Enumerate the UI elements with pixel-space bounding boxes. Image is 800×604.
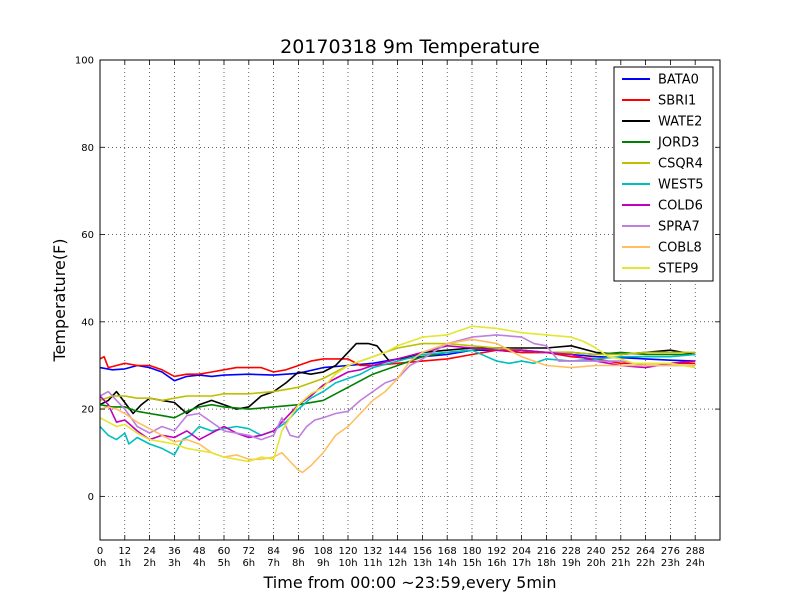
x-tick-hour-label: 24h <box>686 558 705 569</box>
legend-label-cold6: COLD6 <box>658 199 703 214</box>
x-tick-label: 132 <box>363 546 382 557</box>
x-tick-label: 36 <box>168 546 181 557</box>
y-tick-label: 40 <box>81 317 94 328</box>
x-tick-label: 204 <box>512 546 531 557</box>
y-tick-label: 80 <box>81 143 94 154</box>
x-tick-label: 0 <box>97 546 103 557</box>
x-tick-hour-label: 17h <box>512 558 531 569</box>
legend-label-cobl8: COBL8 <box>658 241 702 256</box>
x-tick-label: 144 <box>388 546 407 557</box>
x-tick-hour-label: 9h <box>317 558 330 569</box>
x-tick-hour-label: 19h <box>562 558 581 569</box>
x-tick-hour-label: 13h <box>413 558 432 569</box>
legend: BATA0 SBRI1 WATE2 JORD3 CSQR4 WEST5 COLD6 SPRA7… <box>613 66 714 282</box>
x-tick-hour-label: 14h <box>438 558 457 569</box>
x-tick-label: 108 <box>314 546 333 557</box>
axis-ticks: 00h121h242h363h484h605h726h847h968h1089h… <box>75 56 720 569</box>
legend-label-wate2: WATE2 <box>658 115 702 130</box>
legend-label-west5: WEST5 <box>658 178 704 193</box>
x-tick-hour-label: 22h <box>636 558 655 569</box>
x-tick-label: 264 <box>636 546 655 557</box>
x-tick-label: 48 <box>193 546 206 557</box>
legend-label-step9: STEP9 <box>658 262 699 277</box>
y-tick-label: 60 <box>81 230 94 241</box>
x-tick-hour-label: 2h <box>143 558 156 569</box>
x-tick-hour-label: 0h <box>94 558 107 569</box>
x-tick-hour-label: 18h <box>537 558 556 569</box>
legend-label-spra7: SPRA7 <box>658 220 700 235</box>
x-tick-hour-label: 20h <box>586 558 605 569</box>
x-tick-label: 84 <box>267 546 280 557</box>
x-tick-hour-label: 21h <box>611 558 630 569</box>
x-tick-label: 180 <box>462 546 481 557</box>
x-tick-hour-label: 1h <box>118 558 131 569</box>
x-tick-label: 120 <box>338 546 357 557</box>
x-tick-hour-label: 16h <box>487 558 506 569</box>
y-tick-label: 20 <box>81 405 94 416</box>
grid-lines <box>100 60 720 540</box>
series-line-spra7 <box>99 334 696 441</box>
x-tick-hour-label: 6h <box>242 558 255 569</box>
series-line-csqr4 <box>99 342 696 402</box>
x-tick-hour-label: 8h <box>292 558 305 569</box>
x-tick-hour-label: 4h <box>193 558 206 569</box>
x-tick-label: 96 <box>292 546 305 557</box>
chart-title: 20170318 9m Temperature <box>280 36 540 58</box>
x-tick-label: 192 <box>487 546 506 557</box>
x-tick-label: 12 <box>118 546 131 557</box>
legend-label-bata0: BATA0 <box>658 73 699 88</box>
x-tick-label: 72 <box>242 546 255 557</box>
x-tick-label: 228 <box>562 546 581 557</box>
x-tick-label: 240 <box>586 546 605 557</box>
y-tick-label: 0 <box>88 492 94 503</box>
series-lines <box>99 325 696 474</box>
x-axis-label: Time from 00:00 ~23:59,every 5min <box>263 573 557 592</box>
x-tick-hour-label: 7h <box>267 558 280 569</box>
x-tick-hour-label: 10h <box>338 558 357 569</box>
x-tick-label: 24 <box>143 546 156 557</box>
legend-box <box>613 66 714 282</box>
x-tick-label: 276 <box>661 546 680 557</box>
x-tick-hour-label: 11h <box>363 558 382 569</box>
series-line-step9 <box>99 325 696 463</box>
x-tick-label: 156 <box>413 546 432 557</box>
x-tick-hour-label: 23h <box>661 558 680 569</box>
x-tick-hour-label: 5h <box>218 558 231 569</box>
x-tick-hour-label: 15h <box>462 558 481 569</box>
legend-label-csqr4: CSQR4 <box>658 157 703 172</box>
y-tick-label: 100 <box>75 56 94 67</box>
x-tick-label: 252 <box>611 546 630 557</box>
x-tick-hour-label: 12h <box>388 558 407 569</box>
x-tick-label: 168 <box>438 546 457 557</box>
x-tick-label: 216 <box>537 546 556 557</box>
x-tick-label: 60 <box>218 546 231 557</box>
plot-frame <box>99 59 721 541</box>
legend-label-sbri1: SBRI1 <box>658 94 696 109</box>
series-line-cobl8 <box>99 338 696 474</box>
x-tick-hour-label: 3h <box>168 558 181 569</box>
legend-label-jord3: JORD3 <box>657 136 699 151</box>
y-axis-label: Temperature(F) <box>50 238 69 362</box>
x-tick-label: 288 <box>686 546 705 557</box>
